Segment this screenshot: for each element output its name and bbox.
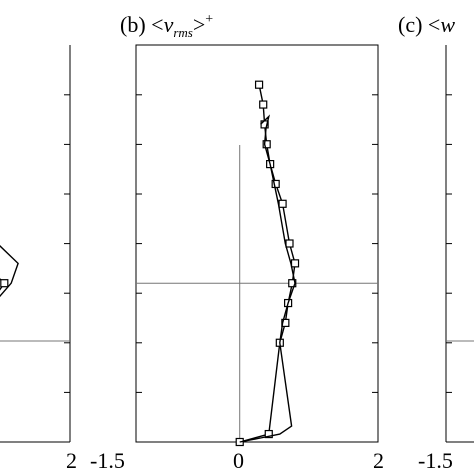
panel-b-series-0-point-6 xyxy=(278,199,287,208)
panel-b-title: (b) <vrms>+ xyxy=(120,12,213,40)
panel-b-series-0-point-9 xyxy=(288,279,297,288)
panel-a-x-tick-label-2: 2 xyxy=(66,448,77,473)
panel-c-title-prefix: (c) < xyxy=(398,12,440,37)
panel-b-series-0-point-3 xyxy=(262,140,271,149)
panel-b-series-0-point-8 xyxy=(290,259,300,268)
panel-c-title: (c) <w xyxy=(398,12,455,37)
panel-b-x-tick-label-min: -1.5 xyxy=(90,448,125,473)
panel-c-x-tick-label-min: -1.5 xyxy=(418,448,453,473)
panel-a-series-0-line xyxy=(0,245,19,298)
panel-c-y-ticks xyxy=(446,94,452,393)
panel-b-series-0-point-0 xyxy=(254,80,264,89)
panel-a-series xyxy=(0,245,19,298)
panel-b-title-sup: + xyxy=(205,12,213,27)
panel-b-frame xyxy=(135,44,379,443)
panel-b-title-sub: rms xyxy=(173,25,193,40)
panel-a-y-ticks xyxy=(64,94,70,393)
panel-b-y-ticks xyxy=(136,94,378,393)
panel-a: 2 xyxy=(0,45,77,473)
panel-b-series-0-point-7 xyxy=(285,239,294,248)
panel-c-title-var: w xyxy=(440,12,455,37)
panel-b-series-1-line xyxy=(239,114,296,443)
panel-b-title-var: v xyxy=(164,12,174,37)
panel-c: (c) <w -1.5 xyxy=(398,12,474,473)
panel-b-title-prefix: (b) < xyxy=(120,12,164,37)
panel-b-x-tick-label-max: 2 xyxy=(373,448,384,473)
panel-b-series xyxy=(235,80,300,447)
panel-b-series-0-point-11 xyxy=(281,318,290,327)
panel-b-series-0-point-1 xyxy=(259,100,268,109)
panel-b-series-0-point-13 xyxy=(264,429,273,439)
panel-b-title-suffix: > xyxy=(193,12,205,37)
panel-a-series-1-point-2 xyxy=(0,279,9,288)
panel-b-x-tick-label-zero: 0 xyxy=(233,448,244,473)
panel-b: (b) <vrms>+ -1.5 0 2 xyxy=(90,12,384,473)
